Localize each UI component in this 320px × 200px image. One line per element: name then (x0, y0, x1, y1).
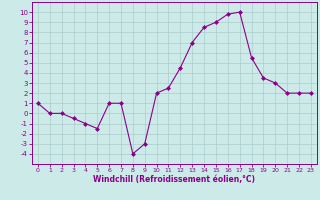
X-axis label: Windchill (Refroidissement éolien,°C): Windchill (Refroidissement éolien,°C) (93, 175, 255, 184)
